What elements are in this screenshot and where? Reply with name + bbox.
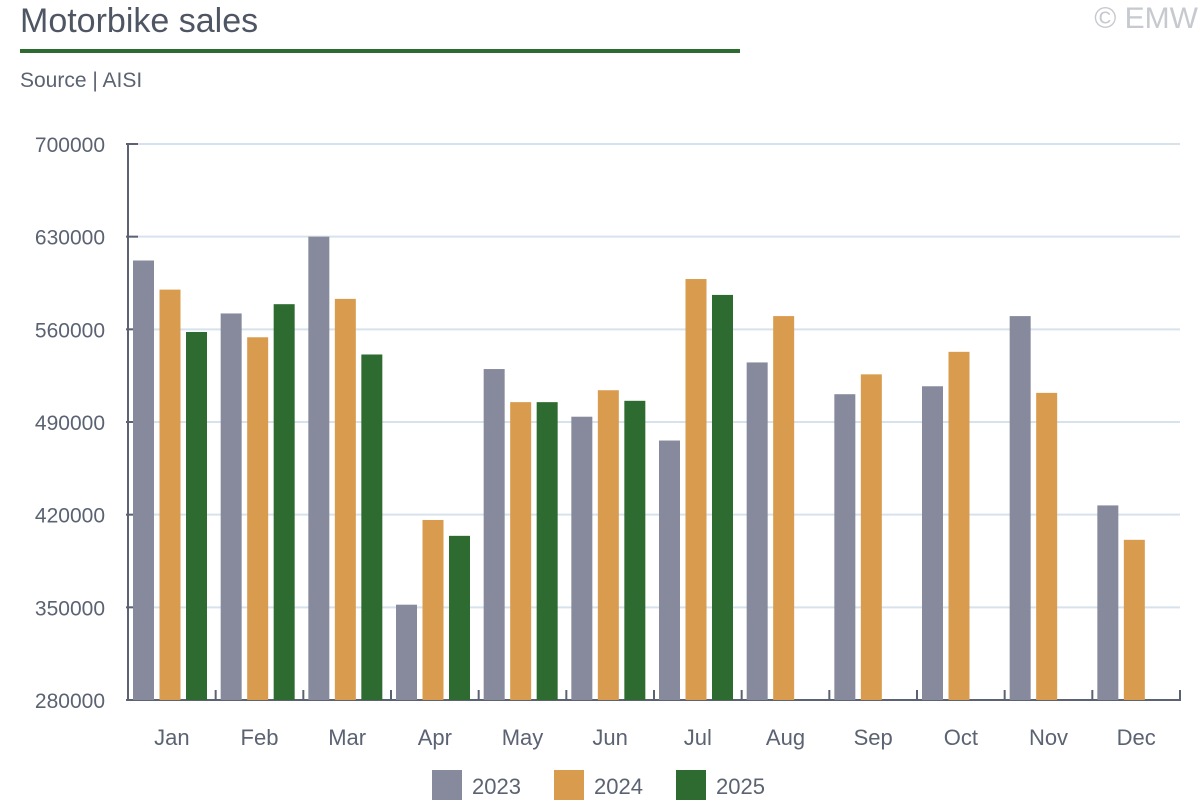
y-tick-label: 350000 — [35, 597, 105, 620]
legend-label: 2023 — [472, 774, 521, 799]
bar-2023-aug — [746, 362, 768, 700]
bar-2024-aug — [773, 316, 795, 700]
bar-2024-nov — [1036, 392, 1058, 700]
bar-2025-jan — [186, 331, 207, 700]
legend-label: 2025 — [716, 774, 765, 799]
bar-2024-feb — [247, 337, 269, 700]
bar-2023-jul — [659, 440, 680, 700]
bar-2025-apr — [449, 535, 470, 700]
bar-2023-mar — [308, 236, 330, 700]
legend-swatch — [676, 770, 706, 800]
title-underline — [20, 49, 740, 53]
bar-2023-apr — [396, 604, 417, 700]
y-tick-label: 280000 — [35, 690, 105, 713]
y-tick-label: 420000 — [35, 505, 105, 528]
x-tick-label: Mar — [328, 725, 366, 750]
bar-2023-may — [483, 369, 505, 700]
legend: 2023 2024 2025 — [0, 768, 1200, 800]
x-tick-label: Jun — [592, 725, 627, 750]
bar-2025-may — [536, 402, 558, 700]
x-tick-label: Oct — [944, 725, 978, 750]
bar-2023-nov — [1009, 316, 1031, 700]
legend-swatch — [432, 770, 462, 800]
x-tick-label: Nov — [1029, 725, 1068, 750]
bar-2024-jun — [597, 390, 619, 700]
legend-swatch — [554, 770, 584, 800]
bar-2024-mar — [334, 298, 356, 700]
chart-title: Motorbike sales — [20, 2, 259, 40]
chart-source: Source | AISI — [20, 69, 143, 92]
copyright-notice: © EMW — [1094, 2, 1198, 35]
bar-2024-jan — [159, 289, 181, 700]
x-tick-label: Aug — [766, 725, 805, 750]
bar-2023-jun — [571, 416, 593, 700]
x-tick-label: Sep — [854, 725, 893, 750]
x-tick-label: Apr — [418, 725, 452, 750]
bar-2024-may — [510, 402, 532, 700]
x-tick-label: Dec — [1117, 725, 1156, 750]
bar-2023-dec — [1097, 505, 1119, 700]
y-tick-label: 630000 — [35, 227, 105, 250]
bar-chart: 700000 630000 560000 490000 420000 350000 2800… — [35, 134, 1181, 750]
y-tick-label: 700000 — [35, 134, 105, 157]
x-tick-label: May — [502, 725, 544, 750]
y-tick-label: 490000 — [35, 412, 105, 435]
x-tick-label: Feb — [241, 725, 279, 750]
x-tick-label: Jan — [154, 725, 189, 750]
bar-2023-feb — [220, 313, 242, 700]
bar-2023-oct — [922, 386, 943, 700]
bar-2024-oct — [948, 351, 970, 700]
bar-2024-jul — [685, 279, 707, 700]
bar-2023-jan — [133, 260, 154, 700]
bar-2025-jun — [624, 400, 646, 700]
legend-label: 2024 — [594, 774, 643, 799]
bar-2024-dec — [1123, 539, 1145, 700]
bar-2025-feb — [273, 304, 295, 700]
x-tick-label: Jul — [684, 725, 712, 750]
bar-2024-apr — [422, 519, 444, 700]
bar-2024-sep — [860, 374, 882, 700]
bar-2025-jul — [712, 294, 733, 700]
bar-2025-mar — [361, 354, 383, 700]
y-tick-label: 560000 — [35, 319, 105, 342]
bar-2023-sep — [834, 394, 856, 700]
